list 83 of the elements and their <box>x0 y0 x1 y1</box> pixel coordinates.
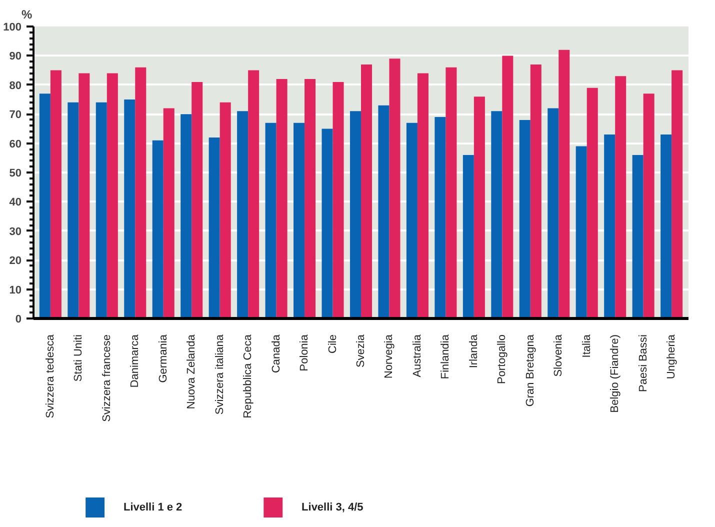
bar <box>50 70 62 318</box>
bar <box>389 58 400 318</box>
bar <box>294 122 305 318</box>
bar <box>163 108 174 318</box>
legend-label: Livelli 1 e 2 <box>123 502 182 514</box>
bar <box>474 96 485 318</box>
x-tick-label: Australia <box>411 334 424 378</box>
bar <box>106 73 118 318</box>
bar <box>265 122 276 318</box>
x-tick-label: Italia <box>580 334 593 358</box>
x-tick-label: Ungheria <box>666 334 678 380</box>
bar <box>378 105 390 318</box>
bar <box>135 67 146 318</box>
bar <box>237 111 248 318</box>
y-tick-label: 20 <box>9 255 22 268</box>
bar <box>406 122 418 318</box>
bar <box>576 146 587 318</box>
bar <box>558 50 570 318</box>
x-tick-label: Stati Uniti <box>72 334 85 382</box>
bar <box>660 134 672 318</box>
y-axis-title: % <box>22 8 32 22</box>
x-tick-label: Finlandia <box>440 334 452 380</box>
bar <box>502 56 514 318</box>
y-tick-label: 100 <box>3 22 22 34</box>
x-tick-label: Germania <box>157 334 170 383</box>
x-tick-label: Irlanda <box>468 334 480 368</box>
bar <box>180 114 192 318</box>
x-tick-label: Belgio (Fiandre) <box>609 334 622 413</box>
bar <box>304 79 316 318</box>
bar <box>519 120 530 318</box>
bar <box>361 64 372 318</box>
x-tick-label: Svizzera italiana <box>214 334 226 415</box>
x-tick-label: Portogallo <box>496 334 508 384</box>
bar <box>604 134 616 318</box>
bar <box>39 94 50 318</box>
x-tick-label: Svezia <box>355 334 367 368</box>
bar <box>462 154 474 318</box>
x-tick-label: Repubblica Ceca <box>242 334 254 418</box>
bar <box>672 70 683 318</box>
x-tick-label: Polonia <box>298 334 311 372</box>
bar <box>124 100 136 318</box>
x-tick-label: Cile <box>326 334 339 354</box>
y-tick-label: 70 <box>9 109 22 122</box>
bar <box>152 140 164 318</box>
bar <box>78 73 90 318</box>
y-tick-label: 90 <box>9 50 22 63</box>
bar <box>322 128 333 318</box>
bar <box>643 94 654 318</box>
y-tick-label: 80 <box>9 80 22 92</box>
x-tick-label: Danimarca <box>129 334 142 388</box>
bar <box>548 108 559 318</box>
y-tick-label: 50 <box>9 168 22 180</box>
bar <box>192 82 203 318</box>
x-tick-label: Canada <box>270 334 282 374</box>
bar <box>446 67 457 318</box>
bar <box>632 154 644 318</box>
y-tick-label: 10 <box>9 284 22 296</box>
bar <box>530 64 542 318</box>
bar <box>491 111 502 318</box>
bar <box>248 70 260 318</box>
bar <box>586 88 598 318</box>
bar <box>615 76 626 318</box>
x-tick-label: Nuova Zelanda <box>186 334 198 410</box>
x-tick-label: Gran Bretagna <box>524 334 536 407</box>
y-tick-label: 40 <box>9 196 22 209</box>
bar <box>96 102 107 318</box>
bar <box>220 102 231 318</box>
y-tick-label: 0 <box>15 314 22 326</box>
x-tick-label: Svizzera tedesca <box>44 334 56 418</box>
bar <box>434 117 446 318</box>
x-tick-label: Svizzera francese <box>100 334 113 422</box>
bar <box>208 137 220 318</box>
x-tick-label: Slovenia <box>552 334 565 377</box>
legend-label: Livelli 3, 4/5 <box>302 502 364 514</box>
bar <box>276 79 288 318</box>
y-tick-label: 60 <box>9 138 22 150</box>
bar <box>350 111 361 318</box>
x-tick-label: Paesi Bassi <box>637 334 650 392</box>
y-tick-label: 30 <box>9 226 22 238</box>
bar <box>417 73 428 318</box>
bar <box>68 102 79 318</box>
x-tick-label: Norvegia <box>383 334 396 379</box>
bar <box>332 82 344 318</box>
